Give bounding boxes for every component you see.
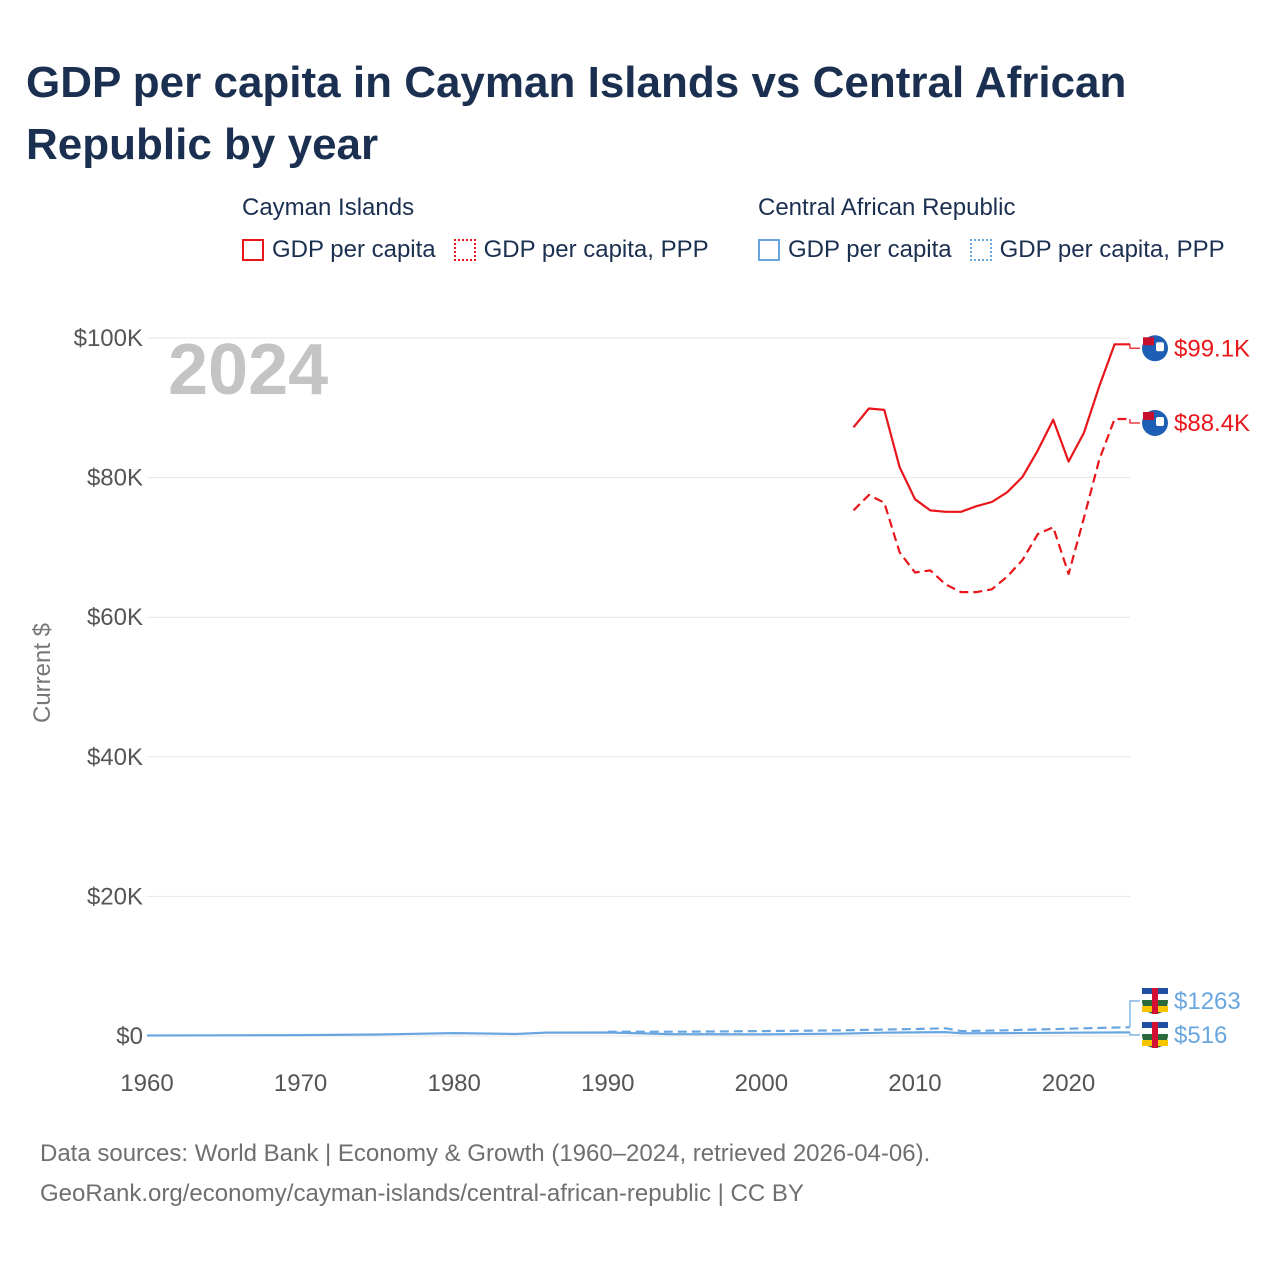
- series: [147, 344, 1130, 1035]
- y-tick-label: $60K: [87, 604, 143, 631]
- end-labels: $99.1K $88.4K $1263 $516: [1130, 335, 1250, 1049]
- y-tick-label: $100K: [74, 325, 143, 352]
- gridlines: [147, 338, 1130, 1036]
- footer-source: Data sources: World Bank | Economy & Gro…: [40, 1140, 930, 1168]
- y-tick-label: $20K: [87, 883, 143, 910]
- y-tick-label: $80K: [87, 465, 143, 492]
- footer-url[interactable]: GeoRank.org/economy/cayman-islands/centr…: [40, 1180, 804, 1208]
- leader-line: [1130, 344, 1140, 348]
- y-tick-label: $40K: [87, 744, 143, 771]
- line-chart: 2024 $0 $20K $40K $60K $80K $100K 1960 1970 198…: [0, 0, 1280, 1280]
- flag-shield: [1156, 417, 1164, 426]
- y-tick-label: $0: [116, 1023, 143, 1050]
- x-tick-label: 1980: [427, 1070, 480, 1097]
- flag-stripe-red: [1152, 988, 1158, 1014]
- leader-line: [1130, 1032, 1140, 1035]
- car-flag-icon: [1142, 988, 1168, 1014]
- series-line-0: [854, 344, 1131, 512]
- flag-stripe-red: [1152, 1022, 1158, 1048]
- y-axis-title: Current $: [29, 623, 56, 723]
- flag-shield: [1156, 342, 1164, 351]
- y-axis: $0 $20K $40K $60K $80K $100K: [74, 325, 143, 1050]
- flag-canton: [1143, 337, 1154, 345]
- end-value-label: $99.1K: [1174, 335, 1250, 362]
- series-line-3: [608, 1027, 1130, 1032]
- car-flag-icon: [1142, 1022, 1168, 1048]
- end-value-label: $88.4K: [1174, 410, 1250, 437]
- flag-canton: [1143, 412, 1154, 420]
- x-tick-label: 2020: [1042, 1070, 1095, 1097]
- leader-line: [1130, 419, 1140, 423]
- x-tick-label: 1990: [581, 1070, 634, 1097]
- x-tick-label: 1960: [120, 1070, 173, 1097]
- leader-line: [1130, 1001, 1140, 1027]
- cayman-flag-icon: [1142, 410, 1168, 436]
- series-line-1: [854, 419, 1131, 592]
- year-watermark: 2024: [168, 330, 328, 410]
- cayman-flag-icon: [1142, 335, 1168, 361]
- x-tick-label: 2000: [735, 1070, 788, 1097]
- x-axis: 1960 1970 1980 1990 2000 2010 2020: [120, 1070, 1095, 1097]
- x-tick-label: 2010: [888, 1070, 941, 1097]
- x-tick-label: 1970: [274, 1070, 327, 1097]
- end-value-label: $516: [1174, 1022, 1227, 1049]
- end-value-label: $1263: [1174, 988, 1241, 1015]
